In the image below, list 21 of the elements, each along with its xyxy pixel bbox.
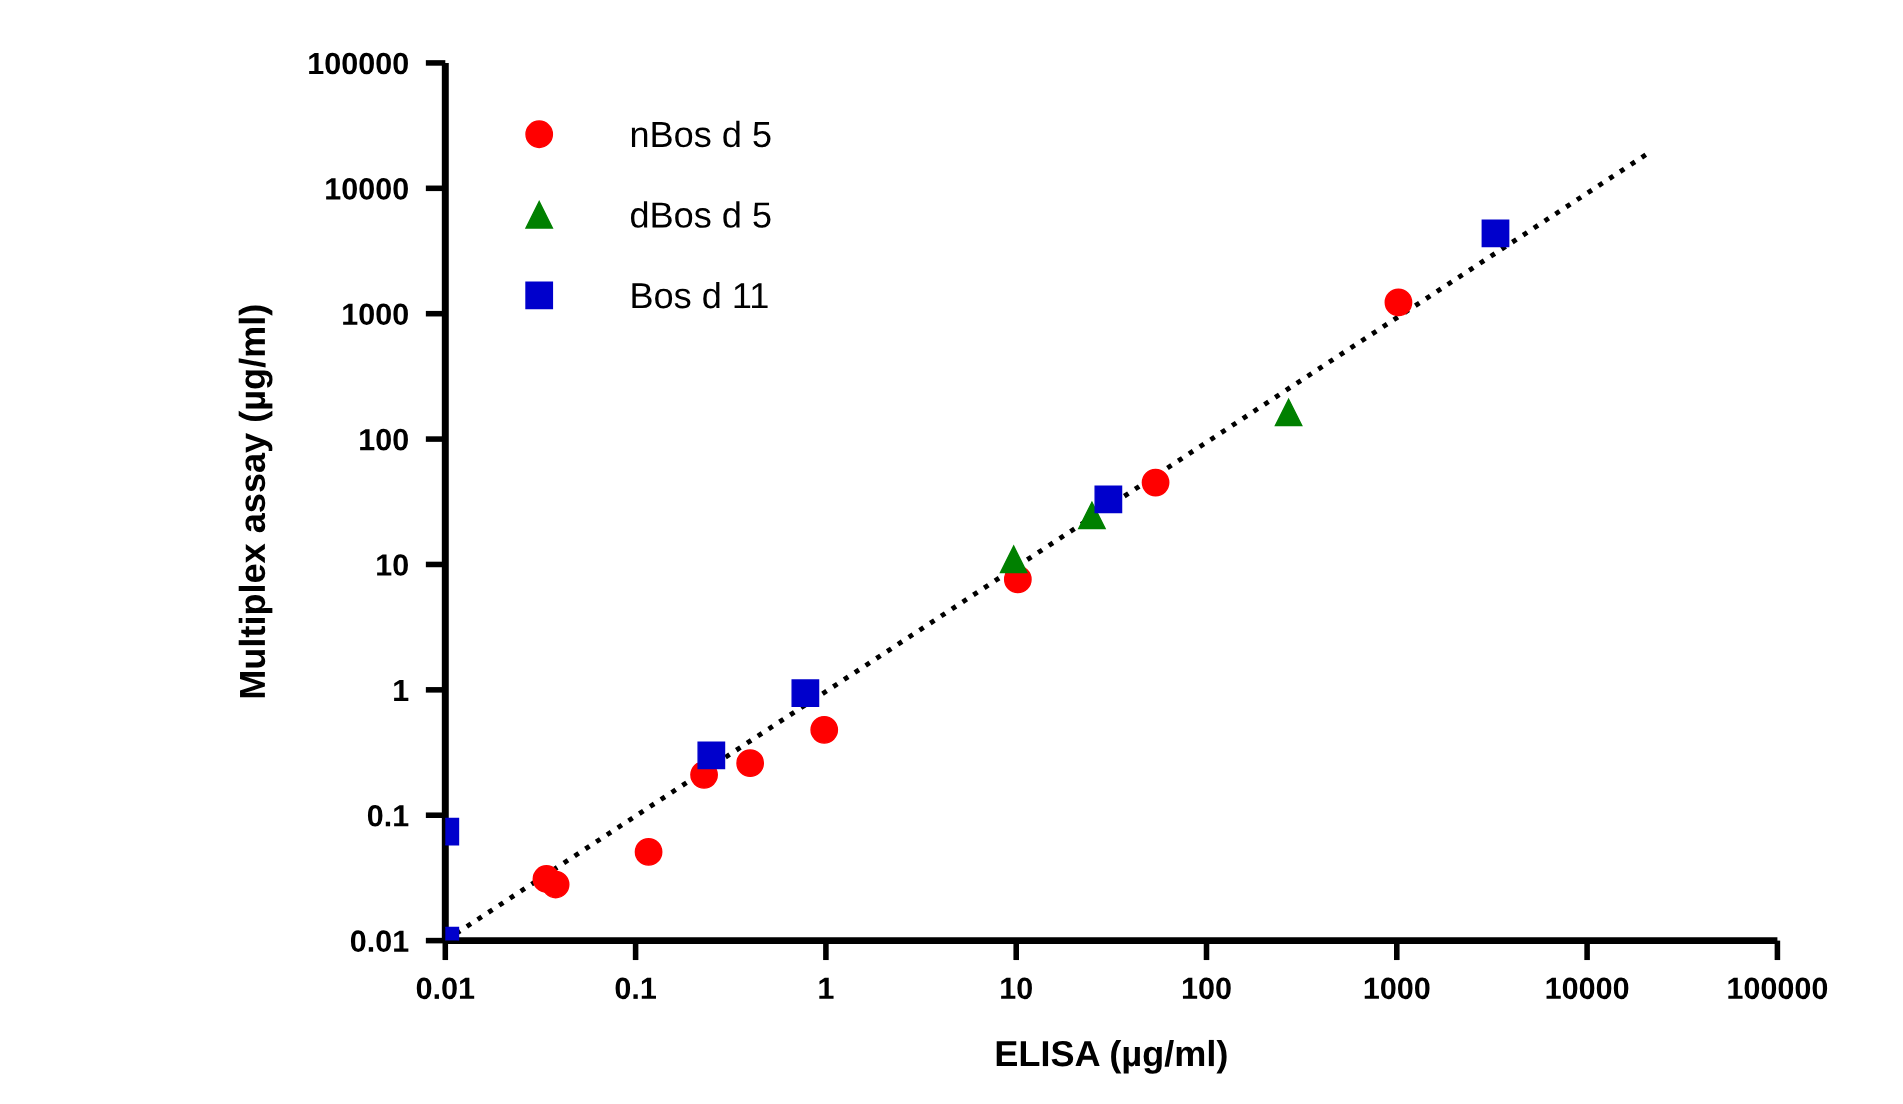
x-tick-label: 100: [1182, 977, 1231, 1000]
y-tick-label: 10: [377, 554, 408, 576]
y-tick-label: 1: [394, 679, 409, 701]
x-tick-label: 0.01: [416, 977, 475, 1000]
y-axis-title: Multiplex assay (µg/ml): [238, 305, 273, 698]
y-tick-label: 10000: [326, 178, 408, 200]
x-tick-label: 0.1: [615, 977, 656, 1000]
y-tick-label: 0.01: [350, 930, 409, 952]
y-tick-label: 1000: [343, 303, 408, 326]
x-tick-label: 1000: [1364, 977, 1430, 1000]
x-tick-label: 1: [819, 977, 834, 999]
x-tick-label: 10: [1001, 977, 1032, 1000]
legend-label: dBos d 5: [630, 201, 771, 228]
x-tick-label: 100000: [1728, 977, 1828, 1000]
legend-label: Bos d 11: [632, 281, 768, 309]
y-tick-label: 100000: [309, 52, 408, 75]
x-axis-title: ELISA (µg/ml): [996, 1039, 1227, 1074]
x-tick-label: 10000: [1546, 977, 1629, 1000]
y-tick-label: 100: [360, 428, 408, 451]
legend-label: nBos d 5: [631, 120, 771, 148]
y-tick-label: 0.1: [367, 804, 409, 827]
